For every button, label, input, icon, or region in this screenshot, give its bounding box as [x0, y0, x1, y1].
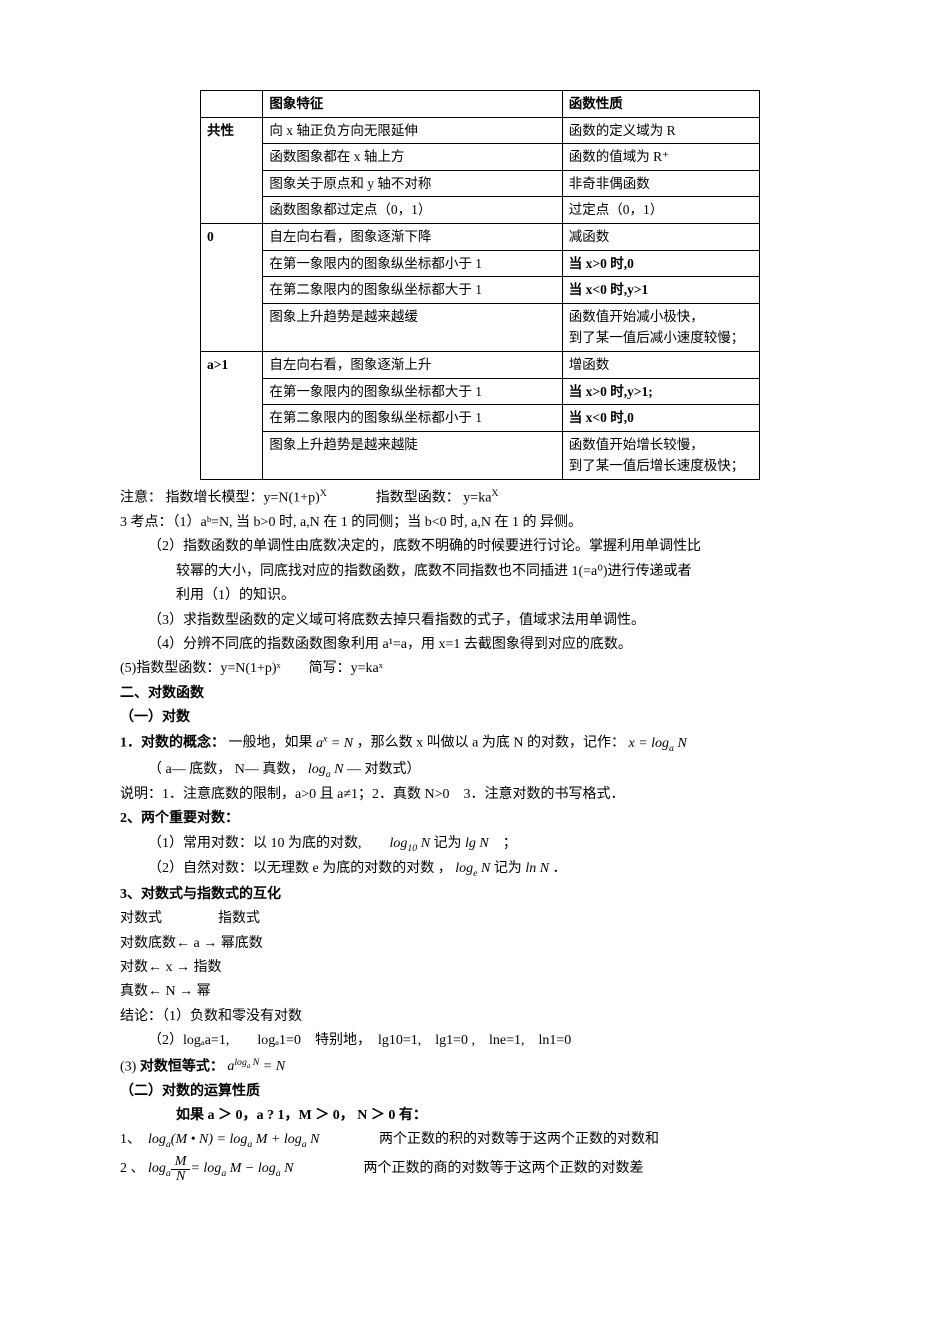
table-row: 在第一象限内的图象纵坐标都大于 1 当 x>0 时,y>1;: [201, 378, 760, 405]
section-2-title: 二、对数函数: [120, 683, 825, 705]
cell-feature: 自左向右看，图象逐渐上升: [263, 351, 562, 378]
table-row: 共性 向 x 轴正负方向无限延伸 函数的定义域为 R: [201, 117, 760, 144]
cell-property: 函数的值域为 R⁺: [562, 144, 759, 171]
note-point-1: 3 考点：（1）aᵇ=N, 当 b>0 时, a,N 在 1 的同侧；当 b<0…: [120, 512, 825, 534]
section-2-sub: （一）对数: [120, 707, 825, 729]
table-row: 图象上升趋势是越来越陡 函数值开始增长较慢， 到了某一值后增长速度极快；: [201, 431, 760, 479]
table-row: 在第二象限内的图象纵坐标都小于 1 当 x<0 时,0: [201, 405, 760, 432]
group-label: 0: [201, 223, 263, 351]
group-label: a>1: [201, 351, 263, 479]
table-header-row: 图象特征 函数性质: [201, 91, 760, 118]
cell-feature: 图象关于原点和 y 轴不对称: [263, 170, 562, 197]
table-row: 图象上升趋势是越来越缓 函数值开始减小极快， 到了某一值后减小速度较慢；: [201, 303, 760, 351]
note-point-2a: （2）指数函数的单调性由底数决定的，底数不明确的时候要进行讨论。掌握利用单调性比: [120, 536, 825, 558]
op-rule-2: 2 、 loga M N = loga M − loga N 两个正数的商的对数…: [120, 1155, 825, 1184]
identity-label: 对数恒等式：: [140, 1059, 224, 1074]
document-page: 图象特征 函数性质 共性 向 x 轴正负方向无限延伸 函数的定义域为 R 函数图…: [0, 0, 945, 1337]
cell-feature: 图象上升趋势是越来越陡: [263, 431, 562, 479]
op2-desc: 两个正数的商的对数等于这两个正数的对数差: [363, 1158, 643, 1180]
table-row: 在第一象限内的图象纵坐标都小于 1 当 x>0 时,0: [201, 250, 760, 277]
cell-feature: 自左向右看，图象逐渐下降: [263, 223, 562, 250]
cell-property: 当 x<0 时,y>1: [562, 277, 759, 304]
note-point-5: (5)指数型函数：y=N(1+p)ˣ 简写：y=kaˣ: [120, 658, 825, 680]
ops-condition: 如果 a ＞ 0，a ? 1，M ＞ 0， N ＞ 0 有：: [120, 1105, 825, 1127]
conclusion-3: (3) 对数恒等式： aloga N = N: [120, 1055, 825, 1079]
note-point-3: （3）求指数型函数的定义域可将底数去掉只看指数的式子，值域求法用单调性。: [120, 610, 825, 632]
cell-property: 当 x>0 时,0: [562, 250, 759, 277]
table-row: 函数图象都在 x 轴上方 函数的值域为 R⁺: [201, 144, 760, 171]
table-row: 0 自左向右看，图象逐渐下降 减函数: [201, 223, 760, 250]
conclusion-1: 结论：（1）负数和零没有对数: [120, 1006, 825, 1028]
note-growth-model: 注意： 指数增长模型：y=N(1+p)X 指数型函数： y=kaX: [120, 486, 825, 510]
cell-feature: 向 x 轴正负方向无限延伸: [263, 117, 562, 144]
superscript: X: [320, 488, 327, 499]
concept-paren: （ a— 底数， N— 真数， loga N — 对数式）: [120, 759, 825, 782]
cell-property: 减函数: [562, 223, 759, 250]
note-point-2c: 利用（1）的知识。: [120, 585, 825, 607]
cell-property: 函数值开始增长较慢， 到了某一值后增长速度极快；: [562, 431, 759, 479]
cell-property: 非奇非偶函数: [562, 170, 759, 197]
log-concept: 1．对数的概念： 一般地，如果 ax = N ，那么数 x 叫做以 a 为底 N…: [120, 731, 825, 756]
note-point-2b: 较幂的大小，同底找对应的指数函数，底数不同指数也不同插进 1(=a⁰)进行传递或…: [120, 561, 825, 583]
cell-property: 增函数: [562, 351, 759, 378]
cell-property: 当 x>0 时,y>1;: [562, 378, 759, 405]
concept-note: 说明：1．注意底数的限制，a>0 且 a≠1；2．真数 N>0 3．注意对数的书…: [120, 784, 825, 806]
table-row: 图象关于原点和 y 轴不对称 非奇非偶函数: [201, 170, 760, 197]
cell-property: 当 x<0 时,0: [562, 405, 759, 432]
numerator: M: [171, 1155, 191, 1170]
header-blank: [201, 91, 263, 118]
cell-feature: 在第二象限内的图象纵坐标都小于 1: [263, 405, 562, 432]
conclusion-2: （2）logₐa=1, logₐ1=0 特别地， lg10=1, lg1=0 ,…: [120, 1030, 825, 1052]
fraction: M N: [171, 1155, 191, 1184]
common-log: （1）常用对数：以 10 为底的对数, log10 N 记为 lg N ；: [120, 833, 825, 856]
convert-row: 对数底数← a → 幂底数: [120, 933, 825, 955]
cell-property: 过定点（0，1）: [562, 197, 759, 224]
concept-text-b: ，那么数 x 叫做以 a 为底 N 的对数，记作：: [357, 736, 625, 751]
cell-feature: 图象上升趋势是越来越缓: [263, 303, 562, 351]
cell-property: 函数值开始减小极快， 到了某一值后减小速度较慢；: [562, 303, 759, 351]
cell-feature: 函数图象都在 x 轴上方: [263, 144, 562, 171]
cell-property: 函数的定义域为 R: [562, 117, 759, 144]
denominator: N: [171, 1170, 191, 1184]
properties-table: 图象特征 函数性质 共性 向 x 轴正负方向无限延伸 函数的定义域为 R 函数图…: [200, 90, 760, 480]
text: 注意： 指数增长模型：y=N(1+p): [120, 491, 320, 506]
header-properties: 函数性质: [562, 91, 759, 118]
concept-text-a: 一般地，如果: [229, 736, 317, 751]
cell-feature: 在第一象限内的图象纵坐标都大于 1: [263, 378, 562, 405]
cell-feature: 函数图象都过定点（0，1）: [263, 197, 562, 224]
text: 指数型函数： y=ka: [330, 491, 491, 506]
cell-feature: 在第二象限内的图象纵坐标都大于 1: [263, 277, 562, 304]
concept-label: 1．对数的概念：: [120, 736, 225, 751]
op1-desc: 两个正数的积的对数等于这两个正数的对数和: [379, 1132, 659, 1147]
note-point-4: （4）分辨不同底的指数函数图象利用 a¹=a，用 x=1 去截图象得到对应的底数…: [120, 634, 825, 656]
table-row: 在第二象限内的图象纵坐标都大于 1 当 x<0 时,y>1: [201, 277, 760, 304]
convert-row: 真数← N → 幂: [120, 981, 825, 1003]
table-row: a>1 自左向右看，图象逐渐上升 增函数: [201, 351, 760, 378]
cell-feature: 在第一象限内的图象纵坐标都小于 1: [263, 250, 562, 277]
natural-log: （2）自然对数：以无理数 e 为底的对数的对数 ， loge N 记为 ln N…: [120, 858, 825, 881]
superscript: X: [491, 488, 498, 499]
group-label: 共性: [201, 117, 263, 223]
convert-title: 3、对数式与指数式的互化: [120, 884, 825, 906]
identity-eq: aloga N = N: [227, 1059, 285, 1074]
text: (3): [120, 1059, 140, 1074]
ops-title: （二）对数的运算性质: [120, 1081, 825, 1103]
table-row: 函数图象都过定点（0，1） 过定点（0，1）: [201, 197, 760, 224]
header-features: 图象特征: [263, 91, 562, 118]
convert-row: 对数式 指数式: [120, 908, 825, 930]
convert-row: 对数← x → 指数: [120, 957, 825, 979]
concept-eq2: x = loga N: [628, 736, 686, 751]
concept-eq1: ax = N: [316, 736, 353, 751]
two-logs-title: 2、两个重要对数：: [120, 808, 825, 830]
op-rule-1: 1、 loga(M • N) = loga M + loga N 两个正数的积的…: [120, 1129, 825, 1152]
